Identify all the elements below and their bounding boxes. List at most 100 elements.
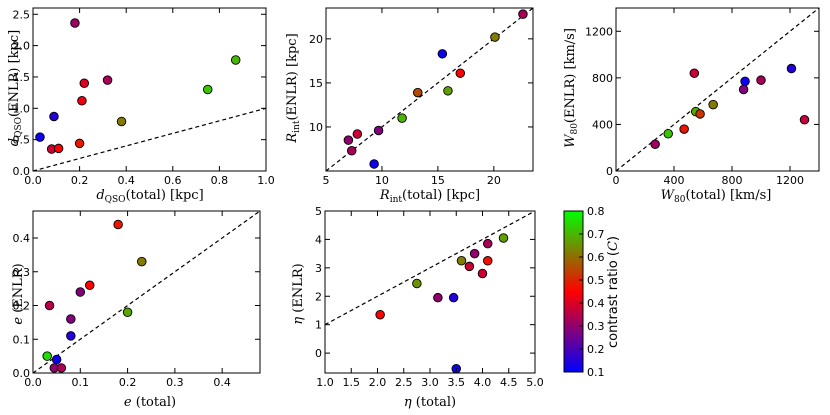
data-point bbox=[397, 113, 407, 123]
y-tick-label: 15 bbox=[309, 77, 323, 90]
x-tick-label: 0.4 bbox=[213, 376, 231, 389]
data-point bbox=[799, 115, 810, 125]
data-point bbox=[51, 354, 62, 365]
x-tick-label: 0.6 bbox=[164, 174, 182, 187]
data-point bbox=[455, 68, 466, 78]
y-tick-label: 400 bbox=[592, 118, 613, 131]
data-point bbox=[113, 219, 123, 230]
x-tick-label: 5 bbox=[323, 174, 330, 187]
data-point bbox=[66, 331, 76, 341]
x-tick-label: 1.5 bbox=[343, 376, 361, 389]
y-tick-label: 0.1 bbox=[13, 333, 31, 346]
data-point bbox=[53, 143, 64, 154]
data-point bbox=[412, 278, 422, 289]
x-tick-label: 15 bbox=[431, 174, 445, 187]
data-point bbox=[137, 256, 147, 267]
data-point bbox=[679, 124, 689, 134]
x-tick-label: 4.0 bbox=[474, 376, 492, 389]
data-point bbox=[469, 248, 480, 259]
reference-line bbox=[616, 8, 819, 171]
data-point bbox=[689, 68, 700, 78]
y-tick-label: 0 bbox=[606, 165, 613, 178]
data-point bbox=[373, 125, 384, 136]
x-tick-label: 400 bbox=[664, 174, 685, 187]
y-tick-label: 2 bbox=[315, 290, 322, 303]
reference-line bbox=[326, 8, 533, 171]
x-tick-label: 0.2 bbox=[119, 376, 137, 389]
data-point bbox=[490, 32, 500, 42]
data-point bbox=[122, 307, 133, 318]
ylabel-w80: W80(ENLR) [km/s] bbox=[563, 28, 580, 148]
x-tick-label: 0.4 bbox=[117, 174, 135, 187]
axes-frame bbox=[32, 210, 261, 374]
x-tick-label: 10 bbox=[375, 174, 389, 187]
data-point bbox=[84, 280, 95, 291]
data-point bbox=[518, 9, 528, 19]
xlabel-r: Rint(total) [kpc] bbox=[379, 188, 480, 205]
data-point bbox=[35, 132, 45, 142]
data-point bbox=[663, 128, 673, 139]
data-point bbox=[413, 87, 423, 98]
y-tick-label: 1200 bbox=[585, 25, 613, 38]
y-tick-label: 1.5 bbox=[13, 71, 31, 84]
y-tick-label: 0.0 bbox=[13, 367, 31, 380]
ylabel-r: Rint(ENLR) [kpc] bbox=[285, 33, 302, 143]
data-point bbox=[437, 49, 448, 59]
xlabel-w80: W80(total) [km/s] bbox=[661, 188, 772, 205]
y-tick-label: 4 bbox=[315, 233, 322, 246]
y-tick-label: 800 bbox=[592, 72, 613, 85]
data-point bbox=[448, 292, 459, 303]
data-point bbox=[483, 238, 493, 249]
axes-frame bbox=[32, 7, 267, 172]
y-tick-label: 0 bbox=[315, 347, 322, 360]
axes-frame bbox=[615, 7, 820, 172]
panel-r-int: 5 10 15 20 10 15 20 bbox=[309, 7, 534, 187]
axes-frame bbox=[325, 7, 534, 172]
data-point bbox=[42, 351, 52, 361]
ylabel-d: dQSO(ENLR) [kpc] bbox=[7, 30, 24, 146]
data-point bbox=[74, 138, 85, 149]
data-point bbox=[433, 292, 443, 303]
data-point bbox=[346, 145, 357, 156]
x-tick-label: 3.0 bbox=[421, 376, 439, 389]
data-point bbox=[650, 139, 660, 149]
data-point bbox=[695, 109, 705, 119]
data-point bbox=[202, 84, 213, 95]
colorbar: 0.1 0.2 0.3 0.4 0.5 0.6 0.7 0.8 contrast ratio … bbox=[563, 205, 621, 379]
colorbar-tick-label: 0.5 bbox=[587, 274, 605, 287]
data-point bbox=[738, 84, 749, 95]
data-point bbox=[75, 287, 86, 297]
panel-d-qso: 0.0 0.2 0.4 0.6 0.8 1.0 0.0 0.5 1.0 1.5 2.0 2.5 bbox=[13, 7, 275, 187]
xlabel-eta: η (total) bbox=[404, 395, 456, 410]
data-point bbox=[343, 135, 354, 145]
data-point bbox=[230, 55, 241, 65]
data-point bbox=[477, 268, 488, 279]
colorbar-tick-label: 0.2 bbox=[587, 343, 605, 356]
panel-eta: 1.0 1.5 2.0 2.5 3.0 3.5 4.0 4.5 5.0 0 1 2 3 4 5 bbox=[315, 205, 544, 389]
x-tick-label: 0.2 bbox=[71, 174, 89, 187]
data-point bbox=[44, 300, 55, 311]
data-point bbox=[740, 76, 750, 87]
x-tick-label: 1200 bbox=[776, 174, 804, 187]
y-tick-label: 10 bbox=[309, 121, 323, 134]
data-point bbox=[443, 86, 453, 96]
reference-line bbox=[33, 211, 260, 373]
data-point bbox=[79, 78, 90, 88]
colorbar-tick-label: 0.1 bbox=[587, 366, 605, 379]
data-point bbox=[70, 18, 80, 28]
x-tick-label: 2.5 bbox=[395, 376, 413, 389]
data-point bbox=[49, 111, 59, 122]
panel-w80: 0 400 800 1200 0 400 800 1200 bbox=[585, 7, 820, 187]
data-point bbox=[369, 159, 379, 169]
y-tick-label: 2.0 bbox=[13, 40, 31, 53]
ylabel-e: e (ENLR) bbox=[11, 263, 26, 324]
colorbar-tick-label: 0.6 bbox=[587, 251, 605, 264]
y-tick-label: 3 bbox=[315, 262, 322, 275]
x-tick-label: 5.0 bbox=[526, 376, 544, 389]
colorbar-tick-label: 0.8 bbox=[587, 205, 605, 218]
data-point bbox=[116, 116, 127, 127]
x-tick-label: 4.5 bbox=[500, 376, 518, 389]
data-point bbox=[375, 309, 385, 320]
y-tick-label: 0.4 bbox=[13, 232, 31, 245]
colorbar-gradient bbox=[563, 210, 584, 373]
